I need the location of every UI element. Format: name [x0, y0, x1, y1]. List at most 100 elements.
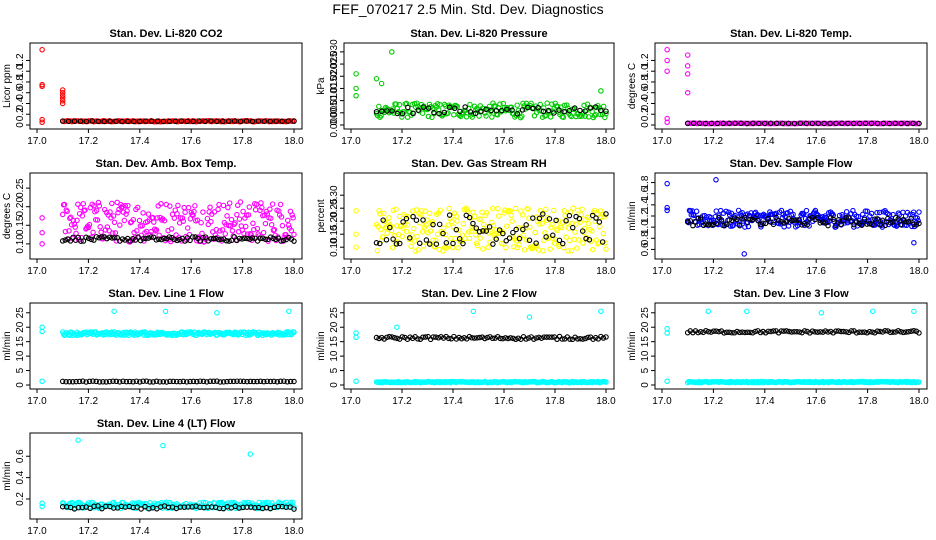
data-point [229, 228, 236, 234]
data-point [843, 329, 849, 335]
data-point [96, 203, 103, 209]
data-point [477, 235, 483, 241]
data-point [217, 379, 224, 385]
data-point [107, 118, 113, 124]
data-point [502, 207, 508, 213]
data-point [414, 100, 420, 106]
data-point [160, 442, 166, 449]
data-point [755, 217, 761, 223]
data-point [228, 237, 235, 244]
data-point [504, 208, 511, 215]
data-point [424, 106, 430, 113]
data-point [516, 235, 523, 242]
data-point [413, 207, 420, 213]
data-point [895, 328, 901, 334]
data-point [190, 118, 196, 125]
data-point [887, 219, 894, 226]
data-point [684, 89, 691, 96]
data-point [230, 378, 237, 385]
data-point [376, 103, 382, 110]
data-point [170, 378, 177, 385]
data-point [174, 237, 180, 244]
data-point [39, 500, 45, 506]
data-point [905, 328, 912, 335]
data-point [194, 217, 201, 223]
x-tick-label: 17.4 [755, 396, 775, 407]
data-point [549, 334, 555, 340]
data-point [868, 210, 875, 217]
data-point [443, 245, 450, 251]
data-point [598, 88, 604, 94]
data-point [123, 378, 130, 385]
data-point [916, 209, 922, 215]
data-point [384, 108, 390, 114]
data-point [79, 213, 86, 219]
data-point [818, 310, 825, 316]
x-tick-label: 17.6 [181, 136, 201, 147]
data-point [898, 221, 904, 228]
data-point [488, 107, 494, 114]
data-point [109, 235, 115, 241]
data-point [445, 222, 452, 228]
data-point [827, 215, 834, 221]
data-point [114, 235, 121, 241]
data-point [509, 218, 515, 224]
data-point [375, 223, 382, 230]
data-point [396, 101, 403, 108]
data-point [690, 222, 696, 229]
x-tick-label: 18.0 [596, 266, 616, 277]
data-point [112, 230, 119, 236]
plot-frame [29, 302, 303, 390]
data-point [788, 217, 795, 224]
data-point [194, 378, 200, 385]
data-point [251, 378, 257, 385]
x-tick-label: 17.4 [443, 136, 463, 147]
data-point [731, 330, 738, 336]
data-point [713, 328, 720, 334]
data-point [75, 234, 82, 241]
data-point [208, 218, 214, 225]
x-tick-label: 17.0 [341, 136, 361, 147]
data-point [148, 118, 155, 124]
y-tick-label: 0 [329, 382, 340, 388]
data-point [430, 334, 436, 340]
data-point [150, 379, 156, 385]
data-point [373, 334, 380, 341]
y-tick-label: 0.25 [15, 178, 26, 198]
data-point [273, 236, 279, 243]
data-point [515, 335, 522, 341]
data-point [189, 234, 196, 240]
data-point [781, 220, 787, 226]
data-point [285, 118, 291, 124]
data-point [787, 208, 794, 215]
data-point [781, 328, 787, 334]
data-point [234, 202, 241, 209]
data-point [582, 335, 589, 342]
data-point [599, 239, 606, 245]
y-tick-label: 0.4 [15, 96, 26, 110]
data-point [59, 100, 66, 107]
data-point [910, 120, 916, 127]
data-point [121, 217, 128, 224]
data-point [257, 378, 264, 385]
data-point [182, 238, 188, 244]
data-point [227, 378, 234, 385]
data-point [835, 328, 842, 334]
y-tick-label: 0.030 [329, 39, 340, 64]
x-tick-label: 17.4 [130, 526, 150, 537]
data-point [441, 225, 447, 231]
data-point [585, 334, 591, 341]
data-point [62, 237, 69, 243]
data-point [528, 100, 534, 107]
data-point [269, 201, 276, 207]
data-point [520, 100, 526, 107]
data-point [249, 118, 256, 125]
data-point [502, 335, 509, 341]
data-point [757, 329, 764, 336]
data-point [373, 240, 380, 246]
series-stdev [39, 46, 297, 126]
data-point [39, 116, 45, 123]
data-point [540, 247, 546, 254]
series-ref [373, 211, 609, 247]
data-point [166, 234, 173, 240]
